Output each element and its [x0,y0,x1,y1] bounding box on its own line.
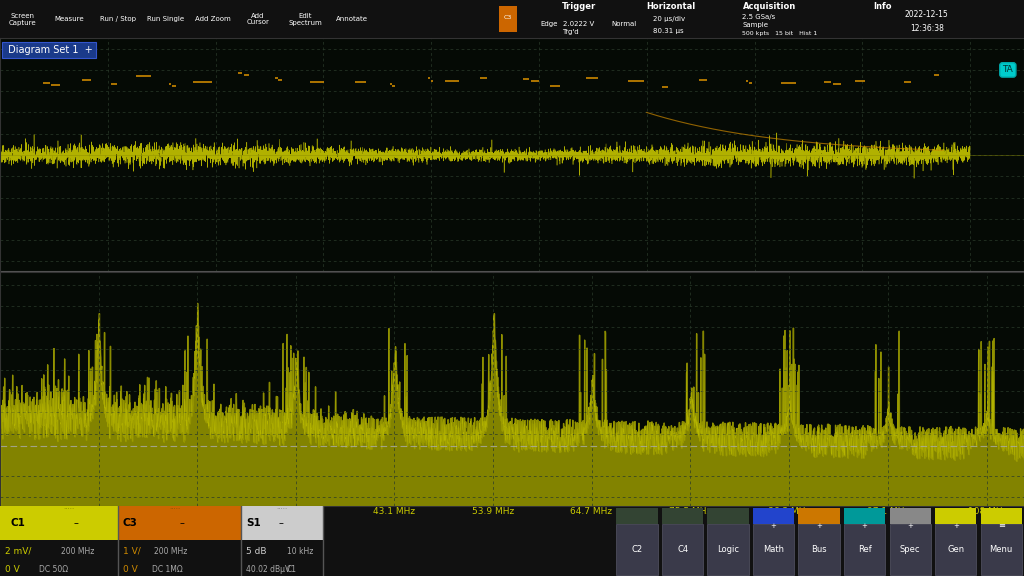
FancyBboxPatch shape [753,524,795,575]
Text: DC 50Ω: DC 50Ω [39,564,68,574]
FancyBboxPatch shape [799,508,840,524]
Text: 2 mV/: 2 mV/ [5,547,32,556]
Text: Sample: Sample [742,22,768,28]
FancyBboxPatch shape [844,508,886,524]
Text: 80.31 µs: 80.31 µs [653,28,684,34]
Text: 20 µs/div: 20 µs/div [653,16,685,22]
Text: Add Zoom: Add Zoom [196,16,230,22]
Text: TA: TA [1002,66,1013,74]
Text: 2.5 GSa/s: 2.5 GSa/s [742,14,775,20]
Text: ·····: ····· [276,506,288,512]
Text: ·····: ····· [63,506,75,512]
Text: 200 MHz: 200 MHz [154,547,187,556]
Text: 12:36:38: 12:36:38 [909,24,944,33]
Text: 2022-12-15: 2022-12-15 [905,10,948,19]
Text: DC 1MΩ: DC 1MΩ [152,564,182,574]
Text: Add
Cursor: Add Cursor [247,13,269,25]
FancyBboxPatch shape [616,524,657,575]
Text: –: – [74,518,79,528]
Text: Screen
Capture: Screen Capture [9,13,36,25]
FancyBboxPatch shape [890,524,931,575]
Text: +: + [952,522,958,529]
Text: C2: C2 [632,545,643,554]
Text: 200 MHz: 200 MHz [61,547,95,556]
FancyBboxPatch shape [662,524,703,575]
Text: C1: C1 [287,564,297,574]
FancyBboxPatch shape [118,506,241,540]
Text: Gen: Gen [947,545,965,554]
Text: –: – [279,518,284,528]
FancyBboxPatch shape [0,506,118,540]
Text: 500 kpts   15 bit   Hist 1: 500 kpts 15 bit Hist 1 [742,31,817,36]
Text: Bus: Bus [811,545,827,554]
Text: Annotate: Annotate [336,16,369,22]
FancyBboxPatch shape [981,508,1022,524]
Text: +: + [771,522,776,529]
FancyBboxPatch shape [499,6,517,32]
Text: +: + [862,522,867,529]
FancyBboxPatch shape [935,508,977,524]
FancyBboxPatch shape [981,524,1022,575]
Text: Normal: Normal [611,21,637,26]
Text: Run / Stop: Run / Stop [99,16,136,22]
Text: Math: Math [763,545,784,554]
Text: 2.0222 V: 2.0222 V [563,21,595,26]
Text: +: + [907,522,913,529]
Text: Edit
Spectrum: Edit Spectrum [289,13,322,25]
FancyBboxPatch shape [753,508,795,524]
Text: C3: C3 [504,14,512,20]
Text: S1: S1 [246,518,260,528]
Text: –: – [179,518,184,528]
Text: Info: Info [873,2,892,12]
Text: Menu: Menu [989,545,1013,554]
FancyBboxPatch shape [799,524,840,575]
FancyBboxPatch shape [935,524,977,575]
Text: Horizontal: Horizontal [646,2,695,12]
Text: Edge: Edge [541,21,558,26]
Text: 1 V/: 1 V/ [123,547,140,556]
Text: +: + [816,522,822,529]
FancyBboxPatch shape [662,508,703,524]
FancyBboxPatch shape [890,508,931,524]
Text: 0 V: 0 V [5,564,19,574]
FancyBboxPatch shape [844,524,886,575]
FancyBboxPatch shape [616,508,657,524]
Text: Run Single: Run Single [147,16,184,22]
Text: Diagram Set 1  +: Diagram Set 1 + [5,45,93,55]
Text: Acquisition: Acquisition [743,2,797,12]
Text: Trigger: Trigger [561,2,596,12]
Text: 40.02 dBμV: 40.02 dBμV [246,564,290,574]
Text: Measure: Measure [55,16,84,22]
Text: ·····: ····· [169,506,180,512]
Text: 5 dB: 5 dB [246,547,266,556]
Text: C4: C4 [677,545,688,554]
FancyBboxPatch shape [708,524,749,575]
Text: ≡: ≡ [997,521,1005,530]
Text: Trg'd: Trg'd [562,29,579,35]
FancyBboxPatch shape [241,506,323,540]
Text: C1: C1 [10,518,26,528]
Text: Ref: Ref [858,545,871,554]
Text: 0 V: 0 V [123,564,137,574]
Text: Logic: Logic [717,545,739,554]
Text: Spec: Spec [900,545,921,554]
Text: C3: C3 [123,518,138,528]
Text: 10 kHz: 10 kHz [287,547,313,556]
FancyBboxPatch shape [708,508,749,524]
